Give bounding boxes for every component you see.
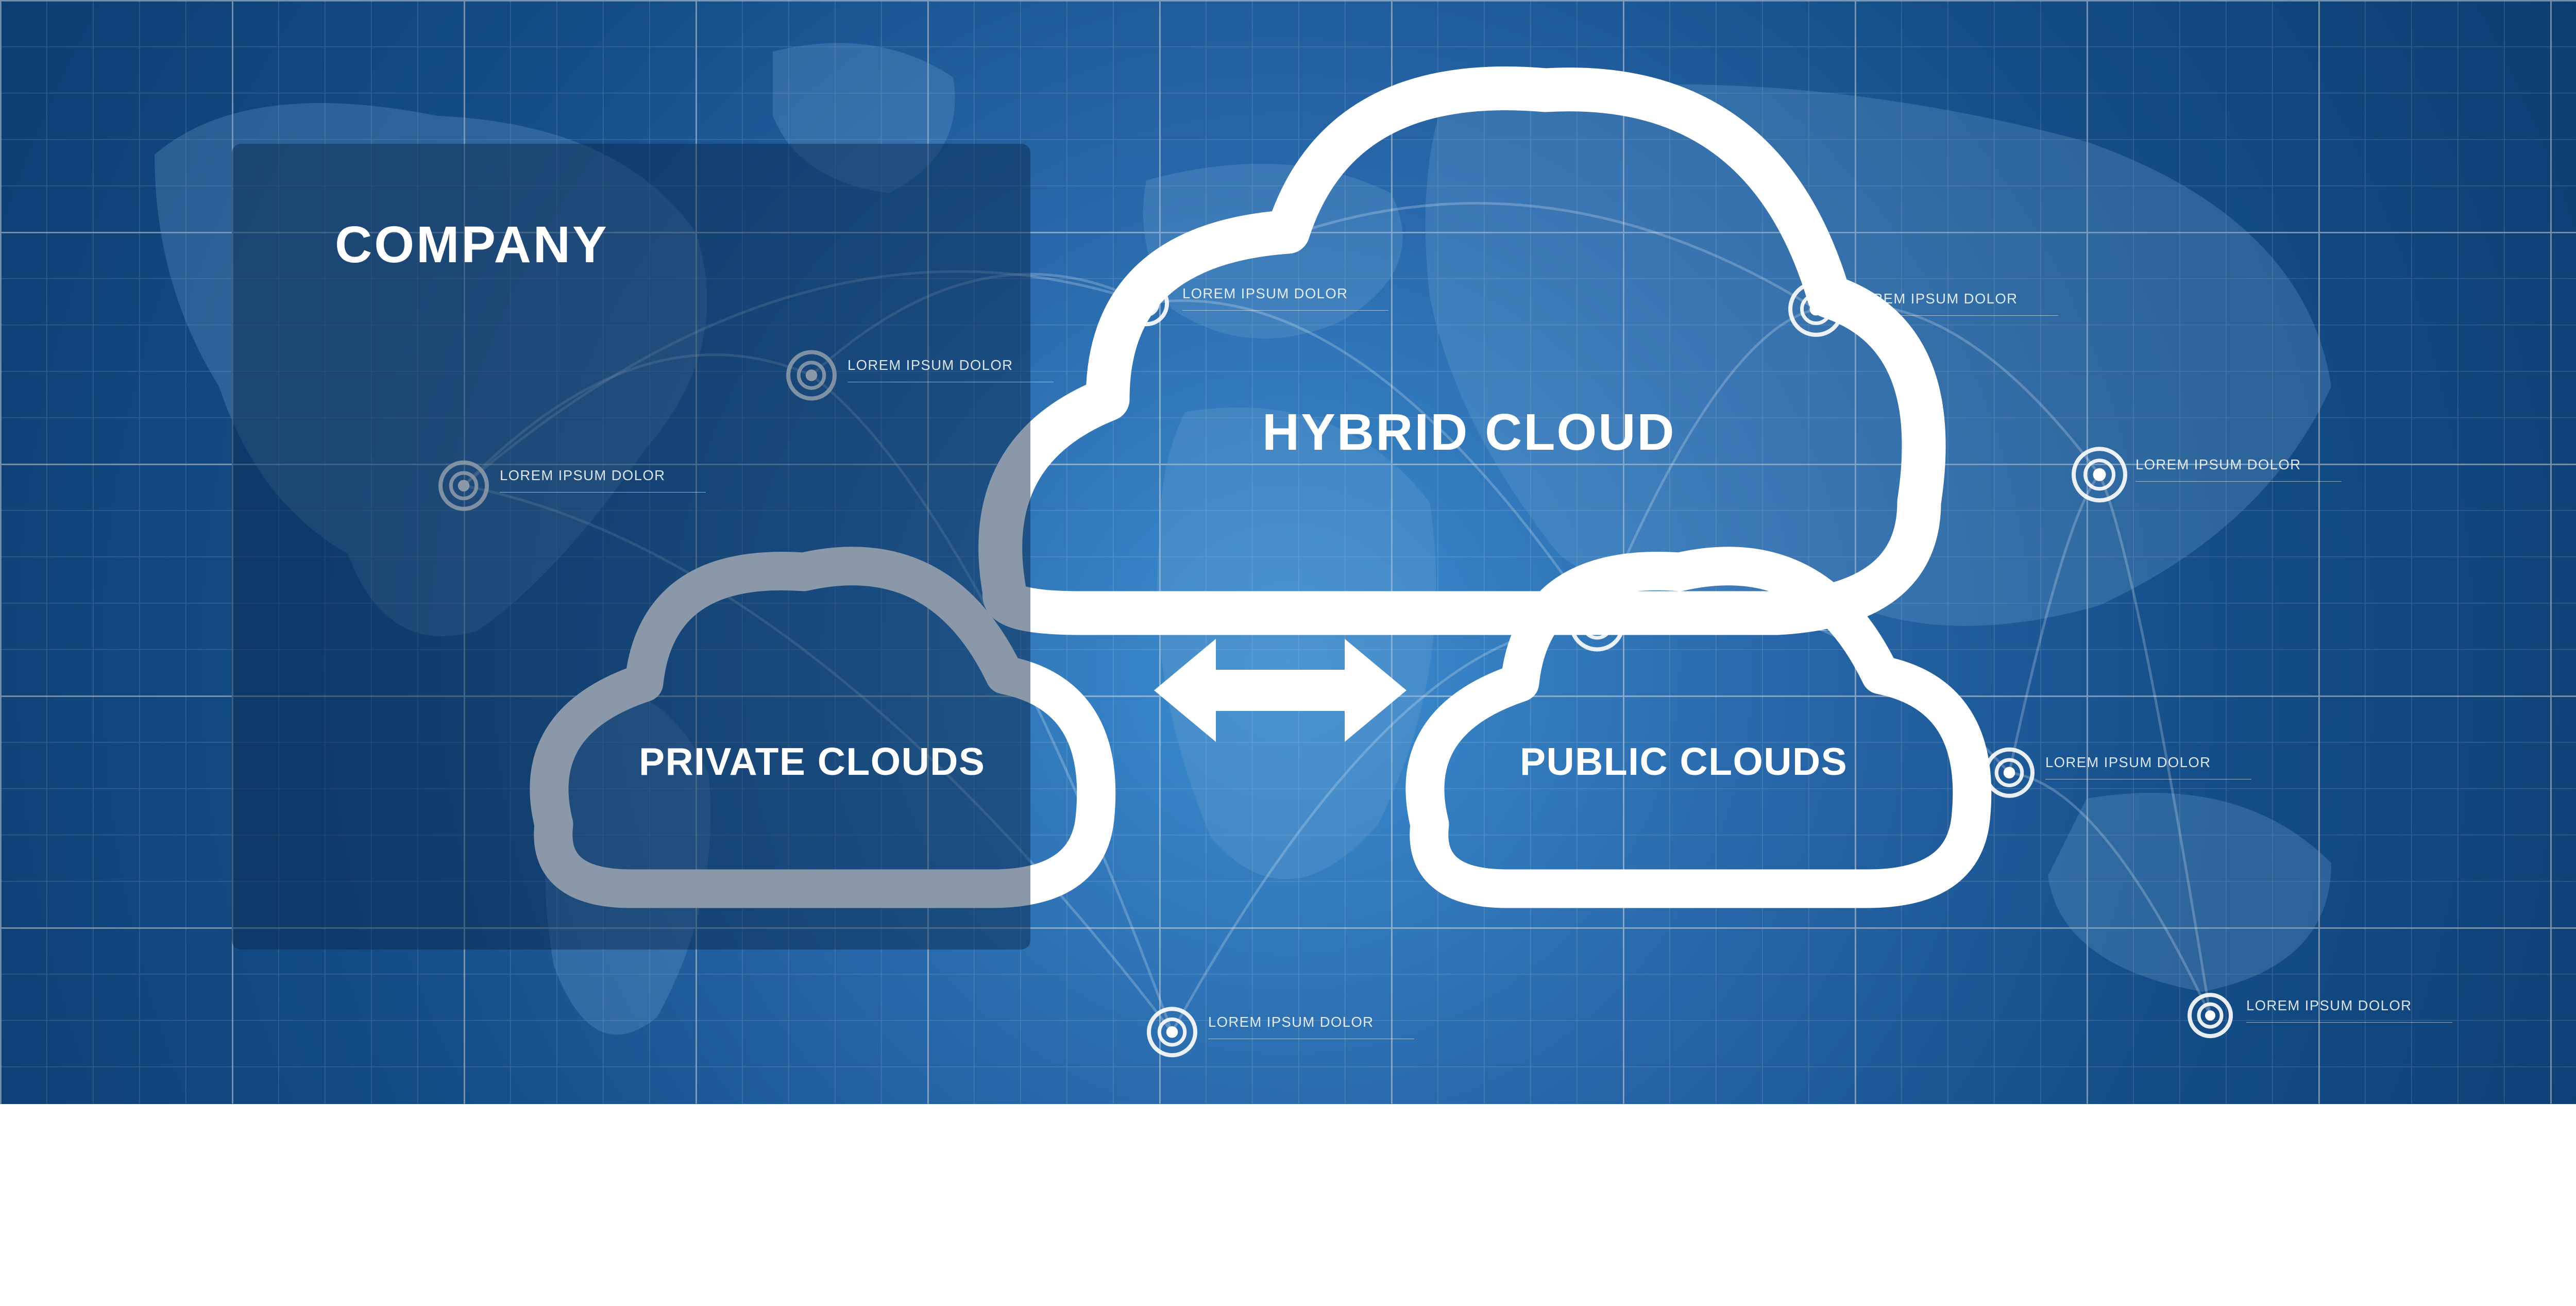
map-marker-label: LOREM IPSUM DOLOR <box>1208 1012 1414 1039</box>
map-marker-label: LOREM IPSUM DOLOR <box>500 466 706 493</box>
map-marker-label: LOREM IPSUM DOLOR <box>1182 284 1388 311</box>
diagram-stage: COMPANY HYBRID CLOUD PRIVATE CLOUDS PUBL… <box>0 0 2576 1104</box>
map-marker-label: LOREM IPSUM DOLOR <box>1852 289 2058 316</box>
company-label: COMPANY <box>335 215 609 275</box>
map-marker-label: LOREM IPSUM DOLOR <box>1633 604 1839 631</box>
public-cloud-label: PUBLIC CLOUDS <box>1520 739 1848 784</box>
map-marker-label: LOREM IPSUM DOLOR <box>2246 996 2452 1023</box>
private-cloud-label: PRIVATE CLOUDS <box>639 739 985 784</box>
map-marker-label: LOREM IPSUM DOLOR <box>2045 753 2251 779</box>
map-marker-label: LOREM IPSUM DOLOR <box>848 355 1054 382</box>
hybrid-cloud-label: HYBRID CLOUD <box>1262 403 1676 462</box>
map-marker-label: LOREM IPSUM DOLOR <box>2136 455 2342 482</box>
